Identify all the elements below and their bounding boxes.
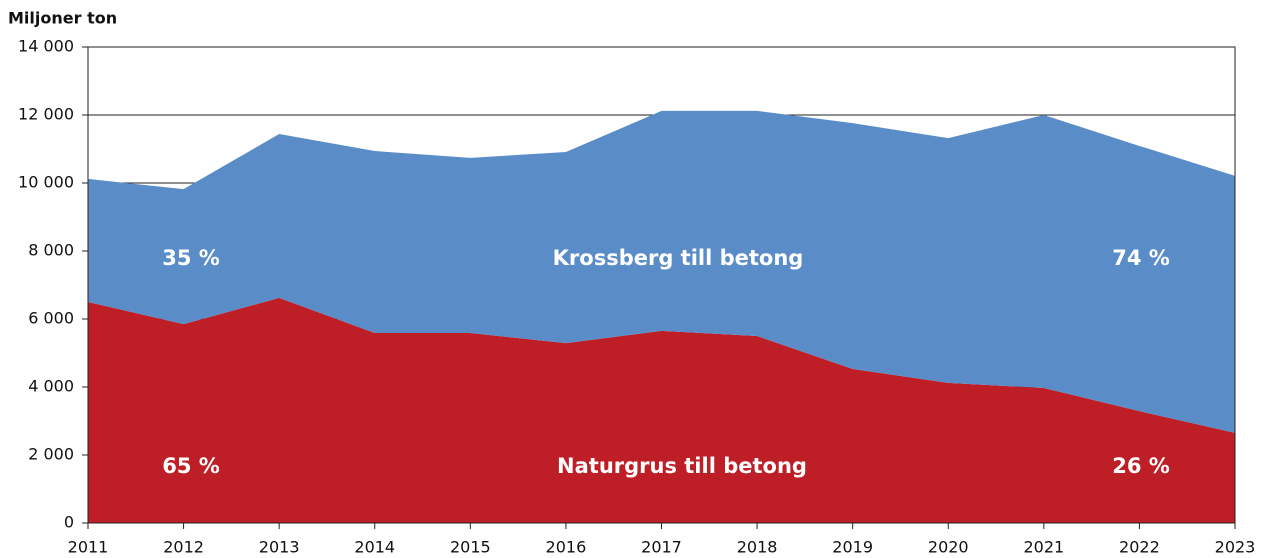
area bbox=[88, 110, 1235, 433]
x-tick-label: 2017 bbox=[641, 538, 682, 557]
x-tick-label: 2016 bbox=[546, 538, 587, 557]
x-tick-label: 2019 bbox=[832, 538, 873, 557]
series-label: Naturgrus till betong bbox=[557, 454, 807, 478]
x-tick-label: 2013 bbox=[259, 538, 300, 557]
y-tick-label: 8 000 bbox=[28, 241, 74, 260]
y-axis-label: Miljoner ton bbox=[8, 9, 117, 28]
y-tick-label: 4 000 bbox=[28, 377, 74, 396]
y-tick-label: 6 000 bbox=[28, 309, 74, 328]
annotation: 35 % bbox=[162, 246, 220, 270]
y-tick-label: 10 000 bbox=[18, 173, 74, 192]
x-tick-label: 2021 bbox=[1023, 538, 1064, 557]
x-tick-label: 2011 bbox=[68, 538, 109, 557]
x-tick-label: 2023 bbox=[1215, 538, 1256, 557]
y-tick-label: 2 000 bbox=[28, 445, 74, 464]
annotation: 74 % bbox=[1112, 246, 1170, 270]
y-tick-label: 14 000 bbox=[18, 37, 74, 56]
x-tick-label: 2020 bbox=[928, 538, 969, 557]
annotation: 26 % bbox=[1112, 454, 1170, 478]
y-tick-label: 0 bbox=[64, 513, 74, 532]
x-tick-label: 2015 bbox=[450, 538, 491, 557]
x-tick-label: 2022 bbox=[1119, 538, 1160, 557]
area bbox=[88, 297, 1235, 523]
annotation: 65 % bbox=[162, 454, 220, 478]
x-tick-label: 2018 bbox=[737, 538, 778, 557]
x-tick-label: 2014 bbox=[354, 538, 395, 557]
x-tick-label: 2012 bbox=[163, 538, 204, 557]
y-tick-label: 12 000 bbox=[18, 105, 74, 124]
series-label: Krossberg till betong bbox=[553, 246, 804, 270]
